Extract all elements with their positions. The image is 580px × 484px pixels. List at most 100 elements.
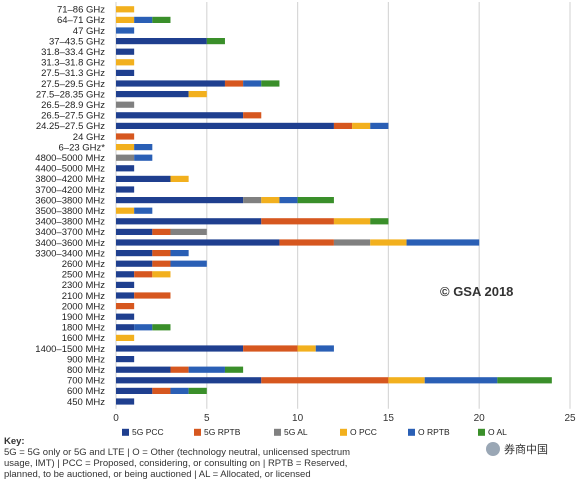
bar-segment xyxy=(116,366,171,373)
bar-segment xyxy=(116,303,135,310)
bar-segment xyxy=(152,387,171,394)
bar-segment xyxy=(188,91,207,98)
bar-segment xyxy=(297,197,334,204)
category-label: 3400–3700 MHz xyxy=(35,227,105,238)
bar-segment xyxy=(116,27,135,34)
bar-segment xyxy=(315,345,334,352)
category-label: 1600 MHz xyxy=(62,333,106,344)
bar-segment xyxy=(116,101,135,108)
bar-segment xyxy=(116,228,153,235)
category-label: 26.5–28.9 GHz xyxy=(41,100,105,111)
bar-segment xyxy=(116,292,135,299)
bar-segment xyxy=(116,112,244,119)
bar-segment xyxy=(116,154,135,161)
bar-segment xyxy=(370,239,407,246)
x-tick-label: 15 xyxy=(383,413,395,424)
chart-bars xyxy=(116,6,552,405)
bar-segment xyxy=(224,80,244,87)
category-label: 2600 MHz xyxy=(62,259,106,270)
legend: 5G PCC 5G RPTB 5G AL O PCC O RPTB O AL xyxy=(122,427,507,436)
bar-segment xyxy=(116,80,225,87)
bar-segment xyxy=(352,122,371,129)
bar-segment xyxy=(188,387,207,394)
bar-segment xyxy=(116,6,135,13)
category-label: 1400–1500 MHz xyxy=(35,344,105,355)
category-label: 64–71 GHz xyxy=(57,15,105,26)
bar-segment xyxy=(116,186,135,193)
legend-swatch xyxy=(194,428,201,436)
bar-segment xyxy=(116,356,135,363)
legend-swatch xyxy=(478,428,485,436)
bar-segment xyxy=(279,197,298,204)
bar-segment xyxy=(116,175,171,182)
bar-segment xyxy=(116,16,135,23)
category-label: 2500 MHz xyxy=(62,270,106,281)
legend-swatch xyxy=(274,428,281,436)
category-label: 6–23 GHz* xyxy=(59,142,106,153)
bar-segment xyxy=(170,175,189,182)
key-title: Key: xyxy=(4,436,25,447)
legend-label: 5G PCC xyxy=(132,427,164,436)
category-label: 2300 MHz xyxy=(62,280,106,291)
key-line-1: 5G = 5G only or 5G and LTE | O = Other (… xyxy=(4,447,351,458)
bar-segment xyxy=(406,239,480,246)
bar-segment xyxy=(188,366,225,373)
bar-segment xyxy=(134,16,153,23)
legend-swatch xyxy=(122,428,129,436)
bar-segment xyxy=(116,260,153,267)
bar-segment xyxy=(152,16,171,23)
bar-segment xyxy=(152,324,171,331)
bar-segment xyxy=(134,154,153,161)
category-label: 2100 MHz xyxy=(62,291,106,302)
bar-segment xyxy=(424,377,498,384)
bar-segment xyxy=(116,387,153,394)
bar-segment xyxy=(279,239,334,246)
category-label: 27.5–28.35 GHz xyxy=(36,89,105,100)
legend-label: O RPTB xyxy=(418,427,450,436)
bar-segment xyxy=(152,228,171,235)
x-tick-label: 20 xyxy=(474,413,486,424)
category-label: 4400–5000 MHz xyxy=(35,164,105,175)
category-label: 3400–3600 MHz xyxy=(35,238,105,249)
key-line-3: planned, to be auctioned, or being aucti… xyxy=(4,469,311,480)
bar-segment xyxy=(333,218,371,225)
bar-segment xyxy=(116,271,135,278)
bar-segment xyxy=(134,292,171,299)
category-label: 2000 MHz xyxy=(62,301,106,312)
bar-segment xyxy=(333,122,353,129)
bar-segment xyxy=(116,207,135,214)
bar-segment xyxy=(152,260,171,267)
bar-segment xyxy=(297,345,316,352)
category-label: 600 MHz xyxy=(67,386,105,397)
category-label: 450 MHz xyxy=(67,397,105,408)
bar-segment xyxy=(116,218,262,225)
category-label: 3600–3800 MHz xyxy=(35,195,105,206)
bar-segment xyxy=(333,239,371,246)
bar-segment xyxy=(388,377,425,384)
bar-segment xyxy=(116,165,135,172)
legend-label: 5G RPTB xyxy=(204,427,241,436)
bar-segment xyxy=(134,271,153,278)
bar-segment xyxy=(261,377,389,384)
bar-segment xyxy=(497,377,552,384)
bar-segment xyxy=(116,239,280,246)
key-line-2: usage, IMT) | PCC = Proposed, considerin… xyxy=(4,458,348,469)
bar-segment xyxy=(116,69,135,76)
category-label: 3700–4200 MHz xyxy=(35,185,105,196)
bar-segment xyxy=(116,122,334,129)
category-label: 31.8–33.4 GHz xyxy=(41,47,105,58)
wechat-icon xyxy=(486,442,500,456)
category-label: 800 MHz xyxy=(67,365,105,376)
bar-segment xyxy=(261,218,334,225)
category-label: 71–86 GHz xyxy=(57,5,105,16)
x-tick-label: 10 xyxy=(292,413,304,424)
x-tick-label: 25 xyxy=(564,413,576,424)
bar-segment xyxy=(116,250,153,257)
x-tick-label: 0 xyxy=(113,413,119,424)
bar-segment xyxy=(152,250,171,257)
category-label: 26.5–27.5 GHz xyxy=(41,111,105,122)
bar-segment xyxy=(116,324,135,331)
bar-segment xyxy=(170,366,189,373)
bar-segment xyxy=(116,313,135,320)
